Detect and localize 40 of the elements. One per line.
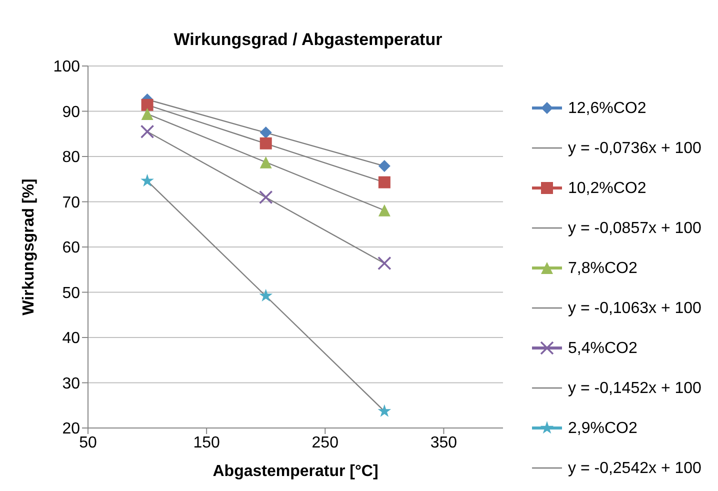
x-tick-label: 250	[312, 434, 339, 452]
legend-label: 7,8%CO2	[568, 258, 638, 278]
y-tick-label: 20	[62, 420, 80, 438]
legend-label: y = -0,0857x + 100	[568, 218, 702, 238]
chart-title: Wirkungsgrad / Abgastemperatur	[172, 30, 444, 50]
legend-label: 10,2%CO2	[568, 178, 646, 198]
y-tick-label: 40	[62, 330, 80, 348]
point	[141, 98, 154, 111]
x-axis-title: Abgastemperatur [°C]	[212, 463, 378, 480]
point	[378, 160, 390, 172]
point	[141, 108, 154, 120]
point	[260, 156, 272, 168]
y-tick-label: 100	[53, 58, 80, 76]
legend-label: y = -0,1063x + 100	[568, 298, 702, 318]
legend-label: y = -0,1452x + 100	[568, 378, 702, 398]
y-tick-label: 80	[62, 149, 80, 166]
point	[260, 126, 272, 139]
y-tick-label: 90	[62, 104, 80, 121]
legend-label: 5,4%CO2	[568, 338, 638, 358]
y-tick-label: 50	[62, 284, 80, 302]
legend-label: 12,6%CO2	[568, 98, 646, 118]
x-tick-label: 150	[193, 434, 220, 452]
x-tick-label: 350	[430, 434, 458, 452]
point	[258, 190, 273, 204]
legend-label: y = -0,2542x + 100	[568, 458, 702, 478]
point	[260, 137, 272, 150]
y-tick-label: 30	[62, 375, 80, 392]
point	[378, 256, 392, 270]
x-tick-label: 50	[79, 434, 97, 452]
point	[140, 124, 154, 139]
point	[140, 174, 154, 187]
point	[378, 176, 390, 188]
point	[378, 404, 392, 417]
y-tick-label: 70	[62, 194, 80, 212]
y-tick-label: 60	[62, 240, 80, 257]
legend-label: y = -0,0736x + 100	[568, 138, 702, 158]
point	[378, 204, 390, 216]
point	[259, 288, 273, 302]
legend-label: 2,9%CO2	[568, 418, 638, 438]
y-axis-title: Wirkungsgrad [%]	[20, 178, 38, 316]
